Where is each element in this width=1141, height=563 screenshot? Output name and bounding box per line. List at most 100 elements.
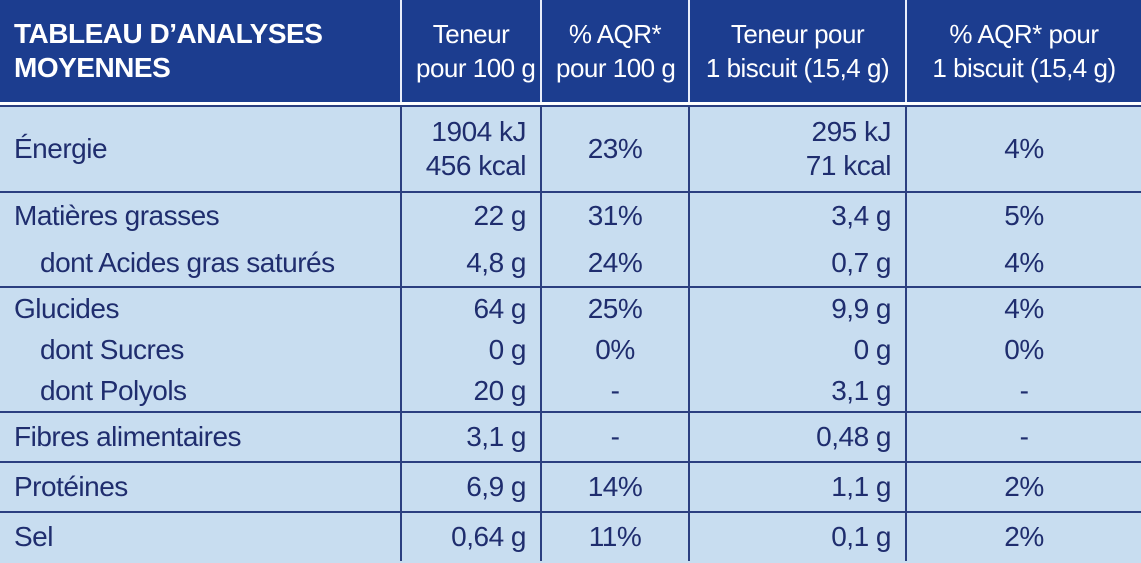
column-header: % AQR* pour 1 biscuit (15,4 g) xyxy=(905,0,1141,102)
value-cell: 3,1 g xyxy=(400,413,540,461)
column-header-text: 1 biscuit (15,4 g) xyxy=(705,53,890,83)
column-header-text: % AQR* pour xyxy=(949,19,1099,49)
value-cell: 1904 kJ 456 kcal xyxy=(400,107,540,191)
value-cell: 295 kJ 71 kcal xyxy=(688,107,905,191)
row-label: dont Polyols xyxy=(0,370,400,411)
value: 456 kcal xyxy=(425,150,527,181)
table-row: Matières grasses 22 g 31% 3,4 g 5% xyxy=(0,193,1141,240)
value: 3,1 g xyxy=(466,421,526,452)
label: Glucides xyxy=(14,292,119,324)
value-cell: 64 g xyxy=(400,288,540,329)
table-row: dont Acides gras saturés 4,8 g 24% 0,7 g 4% xyxy=(0,239,1141,286)
value-cell: 24% xyxy=(540,239,688,286)
value: 25% xyxy=(587,292,643,324)
row-label: Matières grasses xyxy=(0,193,400,240)
value-cell: 0,64 g xyxy=(400,513,540,561)
value-cell: 4,8 g xyxy=(400,239,540,286)
row-label: Sel xyxy=(0,513,400,561)
value: 4% xyxy=(1004,246,1044,278)
row-group: Protéines 6,9 g 14% 1,1 g 2% xyxy=(0,461,1141,511)
value-cell: 31% xyxy=(540,193,688,240)
value: 3,4 g xyxy=(831,200,891,232)
row-label: Glucides xyxy=(0,288,400,329)
value: 23% xyxy=(587,133,643,164)
value: 71 kcal xyxy=(805,150,892,181)
value: 0,7 g xyxy=(831,246,891,278)
value: 0% xyxy=(595,333,635,365)
row-group: Sel 0,64 g 11% 0,1 g 2% xyxy=(0,511,1141,561)
value: 5% xyxy=(1004,200,1044,232)
value-cell: 4% xyxy=(905,288,1141,329)
value: 0,64 g xyxy=(451,521,526,552)
value-cell: 4% xyxy=(905,239,1141,286)
table-row: Protéines 6,9 g 14% 1,1 g 2% xyxy=(0,463,1141,511)
value-cell: - xyxy=(905,413,1141,461)
column-header-text: pour 100 g xyxy=(416,53,536,83)
table-row: Glucides 64 g 25% 9,9 g 4% xyxy=(0,288,1141,329)
row-group: Glucides 64 g 25% 9,9 g 4% dont Sucres 0 g 0% 0 … xyxy=(0,286,1141,411)
value-cell: 4% xyxy=(905,107,1141,191)
value: - xyxy=(1019,374,1029,406)
value: 1,1 g xyxy=(831,471,891,502)
value: 295 kJ xyxy=(811,116,892,147)
row-label: Protéines xyxy=(0,463,400,511)
value-cell: 23% xyxy=(540,107,688,191)
column-header: % AQR* pour 100 g xyxy=(540,0,688,102)
row-group: Matières grasses 22 g 31% 3,4 g 5% dont Acide… xyxy=(0,191,1141,286)
table-row: dont Sucres 0 g 0% 0 g 0% xyxy=(0,329,1141,370)
value-cell: 0,48 g xyxy=(688,413,905,461)
value: 9,9 g xyxy=(831,292,891,324)
value: 14% xyxy=(587,471,643,502)
value-cell: 0% xyxy=(905,329,1141,370)
value-cell: 0% xyxy=(540,329,688,370)
value: 4% xyxy=(1004,133,1044,164)
label: Matières grasses xyxy=(14,200,220,232)
value: 11% xyxy=(588,521,642,552)
table-row: dont Polyols 20 g - 3,1 g - xyxy=(0,370,1141,411)
value-cell: 2% xyxy=(905,513,1141,561)
label: Protéines xyxy=(14,471,128,502)
table-row: Énergie 1904 kJ 456 kcal 23% 295 kJ 71 kcal 4% xyxy=(0,107,1141,191)
value-cell: 9,9 g xyxy=(688,288,905,329)
value: 6,9 g xyxy=(466,471,526,502)
value-cell: - xyxy=(905,370,1141,411)
value: 4,8 g xyxy=(466,246,526,278)
column-header-text: 1 biscuit (15,4 g) xyxy=(932,53,1116,83)
value-cell: 22 g xyxy=(400,193,540,240)
value: 24% xyxy=(587,246,643,278)
value: 0 g xyxy=(488,333,527,365)
value-cell: - xyxy=(540,413,688,461)
column-header-text: pour 100 g xyxy=(556,53,676,83)
value-cell: 25% xyxy=(540,288,688,329)
value: 20 g xyxy=(473,374,527,406)
value-cell: 20 g xyxy=(400,370,540,411)
label: Sel xyxy=(14,521,53,552)
value: 4% xyxy=(1004,292,1044,324)
column-header-text: Teneur pour xyxy=(730,19,865,49)
value-cell: - xyxy=(540,370,688,411)
row-group: Énergie 1904 kJ 456 kcal 23% 295 kJ 71 kcal 4% xyxy=(0,105,1141,191)
value: 64 g xyxy=(473,292,527,324)
value: 0,48 g xyxy=(816,421,891,452)
value-cell: 5% xyxy=(905,193,1141,240)
label: Fibres alimentaires xyxy=(14,421,242,452)
value: 2% xyxy=(1004,471,1044,502)
row-group: Fibres alimentaires 3,1 g - 0,48 g - xyxy=(0,411,1141,461)
value-cell: 3,4 g xyxy=(688,193,905,240)
column-header: Teneur pour 100 g xyxy=(400,0,540,102)
title: MOYENNES xyxy=(14,52,171,83)
value: - xyxy=(1019,421,1029,452)
label: Énergie xyxy=(14,133,108,164)
value: - xyxy=(610,421,620,452)
value: 22 g xyxy=(473,200,527,232)
title: TABLEAU D’ANALYSES xyxy=(14,18,323,49)
row-label: dont Sucres xyxy=(0,329,400,370)
value-cell: 0,1 g xyxy=(688,513,905,561)
value: 2% xyxy=(1004,521,1044,552)
value-cell: 11% xyxy=(540,513,688,561)
value-cell: 0 g xyxy=(688,329,905,370)
title-cell: TABLEAU D’ANALYSES MOYENNES xyxy=(0,0,400,102)
value-cell: 0 g xyxy=(400,329,540,370)
value-cell: 1,1 g xyxy=(688,463,905,511)
